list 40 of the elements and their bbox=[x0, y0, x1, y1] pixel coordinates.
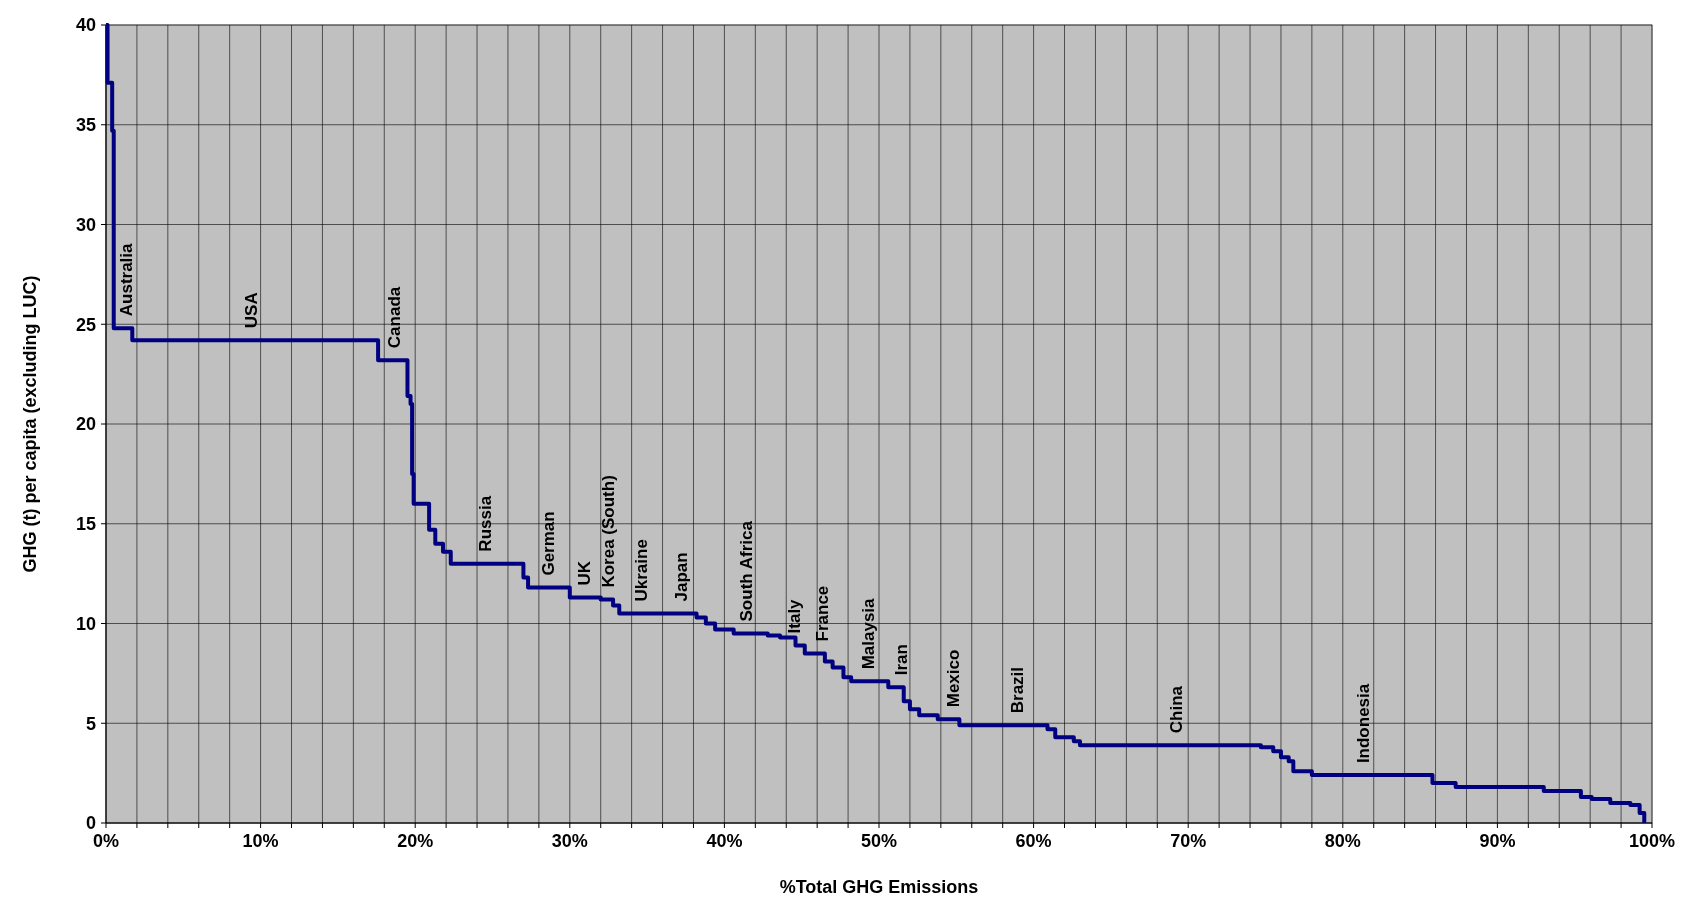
x-tick-label: 60% bbox=[1015, 831, 1052, 851]
annotation: Brazil bbox=[1007, 666, 1027, 714]
x-tick-label: 0% bbox=[92, 831, 120, 851]
x-tick-label: 50% bbox=[860, 831, 898, 851]
y-tick-label: 5 bbox=[85, 713, 96, 734]
x-tick-label: 90% bbox=[1479, 831, 1516, 851]
y-tick-label: 0 bbox=[85, 813, 96, 834]
x-axis-title: %Total GHG Emissions bbox=[779, 877, 979, 897]
annotation: Mexico bbox=[944, 649, 964, 708]
annotation: Indonesia bbox=[1353, 683, 1373, 764]
annotation: Korea (South) bbox=[599, 475, 619, 588]
annotation: Canada bbox=[384, 286, 404, 349]
x-tick-label: 20% bbox=[397, 831, 434, 851]
x-tick-label: 80% bbox=[1324, 831, 1361, 851]
y-tick-label: 35 bbox=[75, 115, 96, 136]
y-axis-title: GHG (t) per capita (excluding LUC) bbox=[20, 275, 40, 573]
annotation: France bbox=[812, 585, 832, 642]
y-tick-label: 15 bbox=[75, 514, 96, 535]
annotation: UK bbox=[574, 560, 594, 586]
annotation: Australia bbox=[117, 242, 137, 317]
y-tick-label: 25 bbox=[75, 314, 96, 335]
annotation: Japan bbox=[672, 552, 692, 602]
annotation: German bbox=[539, 511, 559, 576]
x-tick-label: 40% bbox=[706, 831, 743, 851]
x-tick-label: 70% bbox=[1170, 831, 1207, 851]
annotation: Malaysia bbox=[859, 597, 879, 670]
x-tick-label: 100% bbox=[1628, 831, 1676, 851]
annotation: Italy bbox=[785, 598, 804, 634]
y-tick-label: 20 bbox=[75, 414, 96, 435]
annotation: China bbox=[1166, 685, 1186, 734]
annotation: Ukraine bbox=[631, 539, 651, 602]
y-tick-label: 40 bbox=[75, 15, 96, 36]
annotation: Iran bbox=[891, 644, 911, 676]
y-tick-label: 30 bbox=[75, 214, 96, 235]
x-tick-label: 30% bbox=[551, 831, 588, 851]
annotation: USA bbox=[242, 292, 262, 329]
y-tick-label: 10 bbox=[75, 613, 96, 634]
annotation: Russia bbox=[475, 495, 495, 552]
x-tick-label: 10% bbox=[242, 831, 279, 851]
annotation: South Africa bbox=[737, 520, 757, 622]
